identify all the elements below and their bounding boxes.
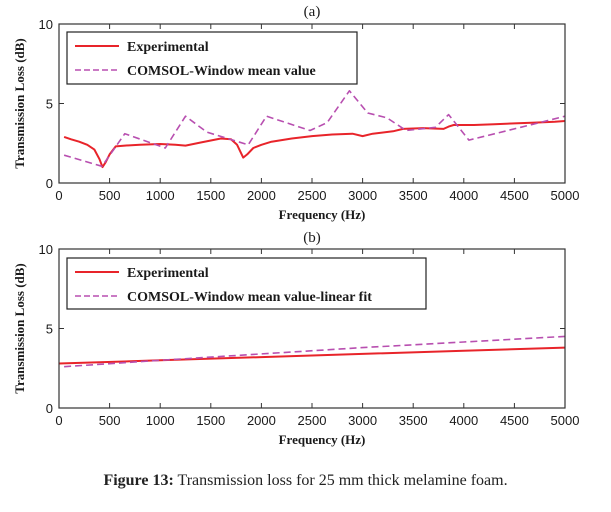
x-tick-label: 500 bbox=[99, 188, 121, 203]
legend-label-experimental: Experimental bbox=[127, 266, 209, 281]
y-tick-label: 5 bbox=[46, 322, 53, 337]
legend-label-experimental: Experimental bbox=[127, 40, 209, 55]
x-tick-label: 0 bbox=[55, 413, 62, 428]
x-tick-label: 2500 bbox=[298, 413, 327, 428]
y-tick-label: 5 bbox=[46, 97, 53, 112]
plot-lines bbox=[58, 335, 566, 368]
legend-box bbox=[66, 31, 358, 85]
x-tick-label: 5000 bbox=[551, 188, 580, 203]
axis-ticks: 0 500 1000 1500 2000 2500 3000 3500 4000 4500 5000… bbox=[39, 17, 580, 203]
x-tick-label: 4500 bbox=[500, 413, 529, 428]
plot-lines bbox=[63, 90, 566, 169]
x-tick-label: 500 bbox=[99, 413, 121, 428]
chart-title: (b) bbox=[303, 230, 321, 246]
x-tick-label: 4000 bbox=[449, 413, 478, 428]
x-tick-label: 4500 bbox=[500, 188, 529, 203]
x-axis-label: Frequency (Hz) bbox=[279, 207, 366, 222]
y-tick-label: 10 bbox=[39, 17, 53, 32]
x-tick-label: 0 bbox=[55, 188, 62, 203]
y-tick-label: 10 bbox=[39, 242, 53, 257]
chart-panel-b: (b) 0 500 1000 1500 2000 2500 3000 3500 4000 4500… bbox=[12, 230, 579, 447]
chart-panel-a: (a) 0 500 1000 1500 2000 2500 3000 3500 4000 4500… bbox=[12, 4, 579, 222]
x-tick-label: 1000 bbox=[146, 413, 175, 428]
series-line-comsol bbox=[63, 90, 566, 168]
axis-ticks: 0 500 1000 1500 2000 2500 3000 3500 4000 4500 5000… bbox=[39, 242, 580, 428]
series-line-comsol bbox=[64, 335, 566, 368]
x-tick-label: 3000 bbox=[348, 188, 377, 203]
legend-label-comsol: COMSOL-Window mean value-linear fit bbox=[127, 290, 372, 305]
caption-label: Figure 13: bbox=[103, 472, 174, 489]
series-line-experimental bbox=[63, 120, 566, 169]
x-tick-label: 2000 bbox=[247, 188, 276, 203]
chart-title: (a) bbox=[304, 4, 321, 20]
y-tick-label: 0 bbox=[46, 401, 53, 416]
legend-box bbox=[66, 257, 427, 310]
x-tick-label: 3000 bbox=[348, 413, 377, 428]
legend-label-comsol: COMSOL-Window mean value bbox=[127, 64, 316, 79]
y-tick-label: 0 bbox=[46, 176, 53, 191]
x-tick-label: 3500 bbox=[399, 413, 428, 428]
x-tick-label: 2500 bbox=[298, 188, 327, 203]
x-tick-label: 4000 bbox=[449, 188, 478, 203]
caption-text: Transmission loss for 25 mm thick melami… bbox=[173, 472, 508, 489]
x-tick-label: 1500 bbox=[196, 413, 225, 428]
x-tick-label: 2000 bbox=[247, 413, 276, 428]
x-axis-label: Frequency (Hz) bbox=[279, 432, 366, 447]
y-axis-label: Transmission Loss (dB) bbox=[12, 263, 27, 394]
x-tick-label: 5000 bbox=[551, 413, 580, 428]
x-tick-label: 1500 bbox=[196, 188, 225, 203]
figure-caption: Figure 13: Transmission loss for 25 mm t… bbox=[0, 472, 611, 490]
x-tick-label: 1000 bbox=[146, 188, 175, 203]
x-tick-label: 3500 bbox=[399, 188, 428, 203]
legend: Experimental COMSOL-Window mean value-li… bbox=[66, 257, 427, 310]
legend: Experimental COMSOL-Window mean value bbox=[66, 31, 358, 85]
y-axis-label: Transmission Loss (dB) bbox=[12, 38, 27, 169]
